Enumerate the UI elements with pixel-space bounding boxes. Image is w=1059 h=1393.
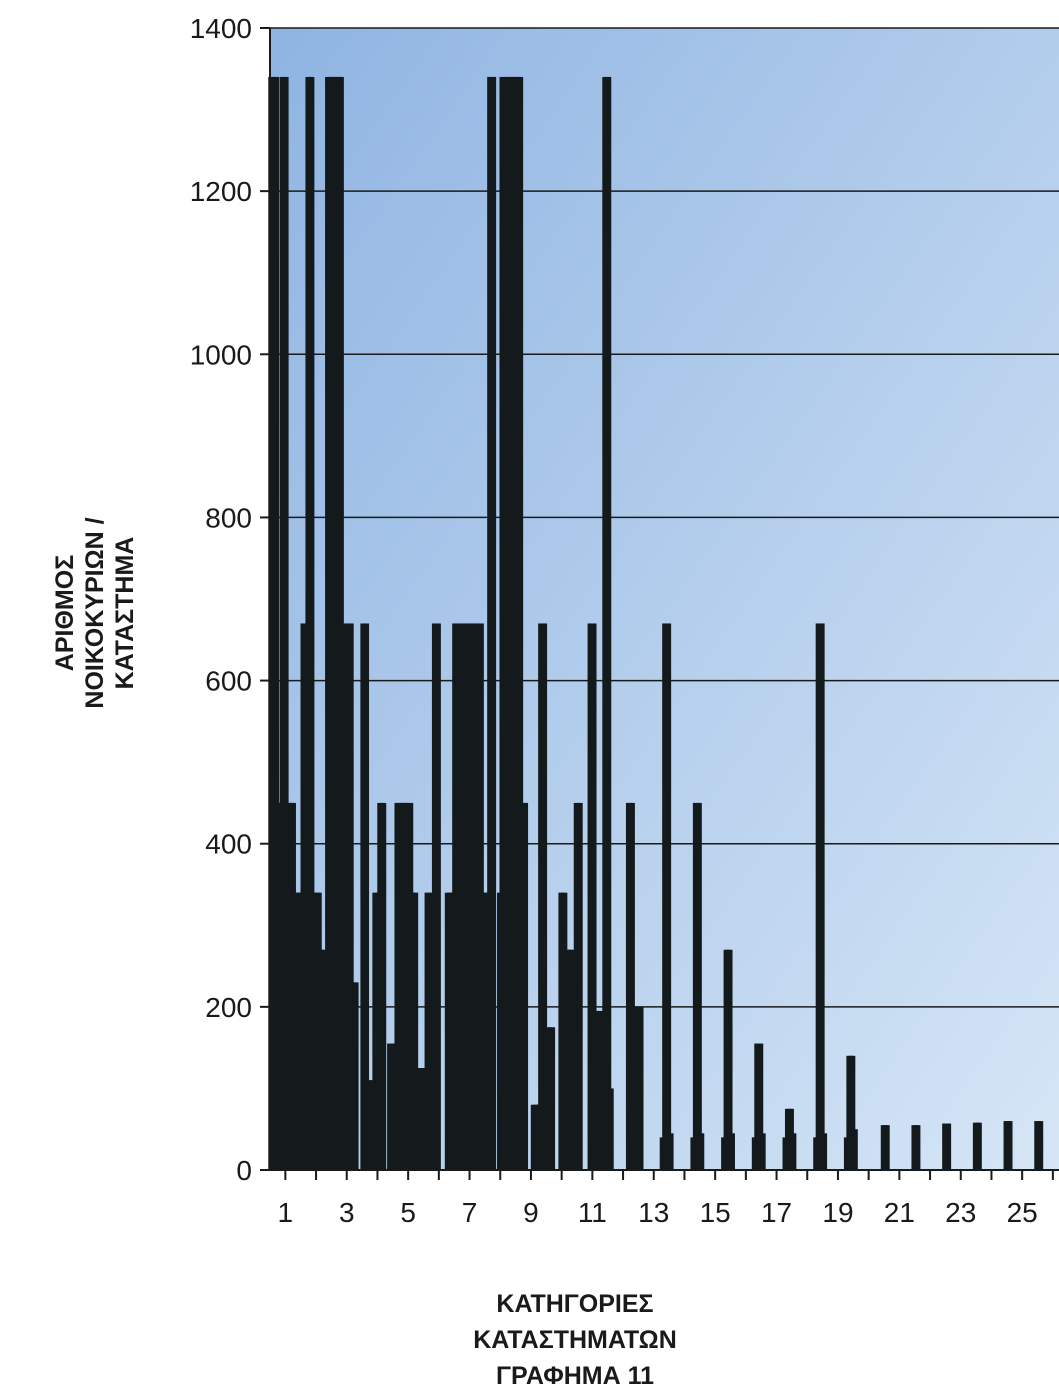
y-tick-label-400: 400 — [205, 829, 252, 860]
bar-116 — [628, 802, 635, 1170]
bar-33 — [352, 982, 359, 1170]
y-axis-label-line-1: ΑΡΙΘΜΟΣ — [51, 554, 79, 672]
x-tick-label-15: 15 — [700, 1197, 731, 1228]
bar-157 — [1006, 1121, 1013, 1170]
x-tick-label-19: 19 — [822, 1197, 853, 1228]
bar-35 — [362, 623, 370, 1170]
y-ticks: 0 200 400 600 800 1000 1200 1400 — [190, 13, 270, 1186]
bar-21 — [320, 949, 327, 1170]
y-tick-label-200: 200 — [205, 992, 252, 1023]
bar-71 — [466, 623, 474, 1170]
bar-6 — [282, 76, 289, 1170]
bar-61 — [434, 623, 441, 1170]
x-axis-label-line-2: ΚΑΤΑΣΤΗΜΑΤΩΝ — [473, 1326, 677, 1354]
bar-142 — [818, 623, 825, 1170]
x-tick-label-9: 9 — [523, 1197, 539, 1228]
x-axis-label-line-1: ΚΑΤΗΓΟΡΙΕΣ — [496, 1290, 654, 1318]
bar-42 — [379, 802, 387, 1170]
bar-146 — [848, 1055, 856, 1170]
bar-139 — [789, 1133, 797, 1170]
y-tick-label-1200: 1200 — [190, 176, 252, 207]
y-axis-label-line-2: ΝΟΙΚΟΚΥΡΙΩΝ / — [81, 517, 109, 709]
bar-107 — [590, 623, 597, 1170]
bar-12 — [296, 892, 304, 1170]
x-tick-label-25: 25 — [1007, 1197, 1038, 1228]
bar-95 — [540, 623, 548, 1170]
y-tick-label-800: 800 — [205, 502, 252, 533]
y-tick-label-0: 0 — [236, 1155, 252, 1186]
bar-66 — [454, 623, 462, 1170]
bar-135 — [759, 1133, 766, 1170]
bar-159 — [1036, 1121, 1044, 1170]
y-tick-label-1000: 1000 — [190, 339, 252, 370]
y-axis-label-line-3: ΚΑΤΑΣΤΗΜΑ — [111, 536, 139, 690]
bar-130 — [726, 949, 733, 1170]
bar-31 — [347, 623, 354, 1170]
x-tick-label-13: 13 — [638, 1197, 669, 1228]
bar-2 — [272, 76, 280, 1170]
bar-105 — [576, 802, 583, 1170]
y-axis-label: ΑΡΙΘΜΟΣ ΝΟΙΚΟΚΥΡΙΩΝ / ΚΑΤΑΣΤΗΜΑ — [50, 443, 140, 783]
bar-131 — [728, 1133, 735, 1170]
bar-114 — [607, 1088, 614, 1170]
figure-caption: ΓΡΑΦΗΜΑ 11 — [495, 1362, 655, 1390]
bar-147 — [851, 1129, 858, 1170]
x-tick-label-23: 23 — [945, 1197, 976, 1228]
bar-98 — [548, 1027, 556, 1170]
x-tick-label-21: 21 — [884, 1197, 915, 1228]
bar-134 — [756, 1043, 764, 1170]
bar-79 — [489, 76, 497, 1170]
x-tick-label-17: 17 — [761, 1197, 792, 1228]
bar-143 — [820, 1133, 828, 1170]
x-tick-label-7: 7 — [462, 1197, 478, 1228]
bar-88 — [516, 76, 524, 1170]
y-tick-label-1400: 1400 — [190, 13, 252, 44]
bar-119 — [636, 1006, 644, 1170]
x-ticks: 1 3 5 7 9 11 13 15 17 19 21 23 25 — [278, 1170, 1054, 1228]
bar-58 — [427, 892, 434, 1170]
x-tick-label-1: 1 — [278, 1197, 294, 1228]
bar-155 — [975, 1122, 982, 1170]
bar-123 — [667, 1133, 674, 1170]
bar-53 — [411, 892, 419, 1170]
x-tick-label-3: 3 — [339, 1197, 355, 1228]
bar-153 — [944, 1123, 952, 1170]
bar-127 — [697, 1133, 705, 1170]
axes — [269, 28, 1059, 1171]
bar-90 — [521, 802, 529, 1170]
y-tick-label-600: 600 — [205, 666, 252, 697]
bar-126 — [695, 802, 702, 1170]
bars — [268, 76, 1044, 1170]
x-tick-label-5: 5 — [400, 1197, 416, 1228]
bar-103 — [568, 949, 575, 1170]
bar-16 — [307, 76, 315, 1170]
bar-149 — [883, 1125, 890, 1170]
bar-113 — [604, 76, 612, 1170]
x-tick-label-11: 11 — [578, 1197, 607, 1228]
bar-151 — [913, 1125, 921, 1170]
bar-122 — [664, 623, 672, 1170]
